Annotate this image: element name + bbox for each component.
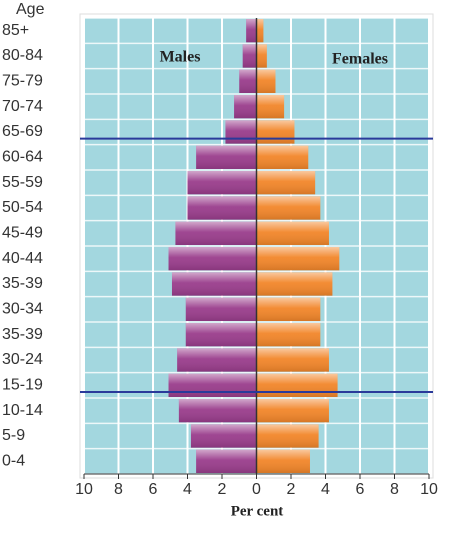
bar-shine [190, 424, 257, 448]
bar-shine [256, 120, 295, 144]
bar-shine [256, 19, 264, 43]
bar-shine [171, 272, 257, 296]
y-tick-label: 30-34 [2, 301, 43, 318]
x-tick-label: 10 [420, 481, 438, 498]
bar-shine [256, 399, 329, 423]
bar-shine [185, 323, 257, 347]
y-tick-label: 45-49 [2, 225, 43, 242]
bar-shine [185, 297, 257, 321]
bar-shine [187, 196, 257, 220]
bar-shine [196, 449, 257, 473]
bar-shine [256, 69, 276, 93]
y-tick-label: 35-39 [2, 275, 43, 292]
bar-shine [256, 247, 340, 271]
y-tick-label: 0-4 [2, 453, 25, 470]
bar-shine [239, 69, 257, 93]
bar-shine [256, 196, 321, 220]
x-tick-label: 4 [321, 481, 330, 498]
bar-shine [175, 221, 257, 245]
x-tick-label: 2 [287, 481, 296, 498]
bar-shine [256, 449, 310, 473]
y-tick-label: 75-79 [2, 73, 43, 90]
x-tick-label: 8 [390, 481, 399, 498]
x-tick-label: 10 [75, 481, 93, 498]
legend-label: Males [160, 49, 201, 66]
bar-shine [225, 120, 257, 144]
bar-shine [256, 348, 329, 372]
y-tick-label: 85+ [2, 22, 29, 39]
y-tick-label: 40-44 [2, 250, 43, 267]
bar-shine [187, 171, 257, 195]
y-tick-label: 10-14 [2, 402, 43, 419]
bar-shine [256, 373, 338, 397]
bar-shine [168, 373, 257, 397]
y-tick-label: 30-24 [2, 351, 43, 368]
y-tick-label: 65-69 [2, 123, 43, 140]
bar-shine [256, 221, 329, 245]
bar-shine [246, 19, 257, 43]
y-axis-label: Age [16, 1, 45, 18]
y-tick-label: 80-84 [2, 47, 43, 64]
bar-shine [256, 44, 267, 68]
x-axis-label: Per cent [231, 503, 284, 519]
x-tick-label: 6 [356, 481, 365, 498]
y-tick-label: 35-39 [2, 326, 43, 343]
bar-shine [242, 44, 257, 68]
bar-shine [256, 171, 316, 195]
bar-shine [196, 145, 257, 169]
y-tick-label: 55-59 [2, 174, 43, 191]
bar-shine [256, 297, 321, 321]
legend-label: Females [332, 51, 388, 68]
y-tick-label: 50-54 [2, 199, 43, 216]
x-tick-label: 2 [218, 481, 227, 498]
x-tick-label: 4 [183, 481, 192, 498]
x-tick-label: 6 [149, 481, 158, 498]
bar-shine [256, 95, 285, 119]
bar-shine [234, 95, 257, 119]
bar-shine [256, 424, 319, 448]
bar-shine [168, 247, 257, 271]
bar-shine [256, 272, 333, 296]
bar-shine [256, 145, 309, 169]
x-tick-label: 0 [252, 481, 261, 498]
bar-shine [178, 399, 257, 423]
bar-shine [177, 348, 257, 372]
x-tick-label: 8 [114, 481, 123, 498]
bar-shine [256, 323, 321, 347]
y-tick-label: 70-74 [2, 98, 43, 115]
y-tick-label: 15-19 [2, 377, 43, 394]
y-tick-label: 60-64 [2, 149, 43, 166]
y-tick-label: 5-9 [2, 427, 25, 444]
